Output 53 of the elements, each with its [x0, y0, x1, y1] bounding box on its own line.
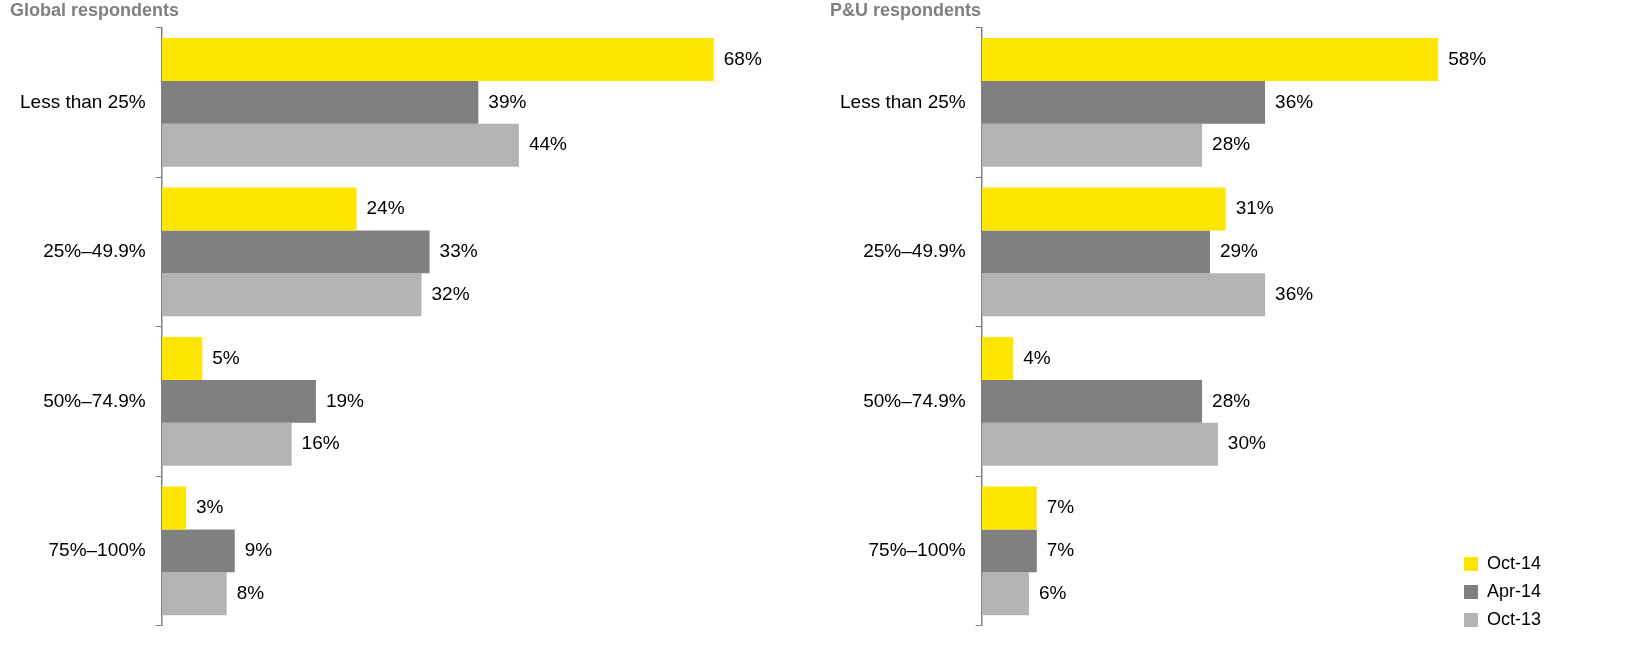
bar: [981, 572, 1029, 616]
data-label: 8%: [236, 581, 265, 603]
data-label: 36%: [1275, 90, 1314, 112]
y-tick-label: 50%–74.9%: [863, 389, 966, 411]
data-label: 44%: [528, 133, 568, 155]
y-tick-label: 50%–74.9%: [43, 389, 146, 411]
data-label: 24%: [366, 197, 405, 219]
y-tick-label: 25%–49.9%: [43, 240, 146, 262]
legend-label: Apr-14: [1486, 580, 1541, 601]
data-label: 4%: [1023, 346, 1051, 368]
data-label: 36%: [1275, 282, 1314, 304]
data-label: 9%: [244, 539, 273, 561]
data-label: 32%: [431, 282, 470, 304]
data-label: 6%: [1038, 581, 1067, 603]
chart-title: P&U respondents: [830, 0, 982, 20]
bar: [981, 123, 1203, 167]
bar: [161, 273, 422, 317]
data-label: 28%: [1212, 133, 1251, 155]
data-label: 19%: [325, 389, 365, 411]
y-tick-label: Less than 25%: [20, 90, 146, 112]
legend-label: Oct-14: [1486, 552, 1541, 573]
data-label: 16%: [301, 432, 340, 454]
y-tick-label: 75%–100%: [48, 539, 146, 561]
y-tick-label: 25%–49.9%: [863, 240, 966, 262]
data-label: 30%: [1227, 432, 1266, 454]
bar: [981, 486, 1037, 530]
y-tick-label: 75%–100%: [868, 539, 966, 561]
bar: [161, 38, 714, 81]
bar: [161, 123, 519, 167]
legend-label: Oct-13: [1486, 608, 1541, 629]
data-label: 7%: [1046, 539, 1075, 561]
bar: [981, 337, 1014, 380]
data-label: 39%: [488, 90, 527, 112]
data-label: 58%: [1448, 47, 1487, 69]
bar: [161, 337, 203, 380]
y-tick-label: Less than 25%: [840, 90, 966, 112]
bar: [981, 273, 1266, 317]
bar: [161, 187, 357, 231]
bar: [161, 572, 227, 616]
data-label: 29%: [1219, 240, 1259, 262]
data-label: 68%: [723, 47, 762, 69]
chart-title: Global respondents: [10, 0, 180, 20]
bar: [161, 486, 187, 530]
data-label: 3%: [196, 496, 224, 518]
bar: [161, 422, 292, 466]
data-label: 5%: [212, 346, 240, 368]
data-label: 7%: [1046, 496, 1075, 518]
bar: [981, 187, 1226, 231]
data-label: 31%: [1235, 197, 1274, 219]
bar: [981, 38, 1439, 81]
bar: [981, 422, 1218, 466]
data-label: 33%: [439, 240, 478, 262]
data-label: 28%: [1212, 389, 1251, 411]
